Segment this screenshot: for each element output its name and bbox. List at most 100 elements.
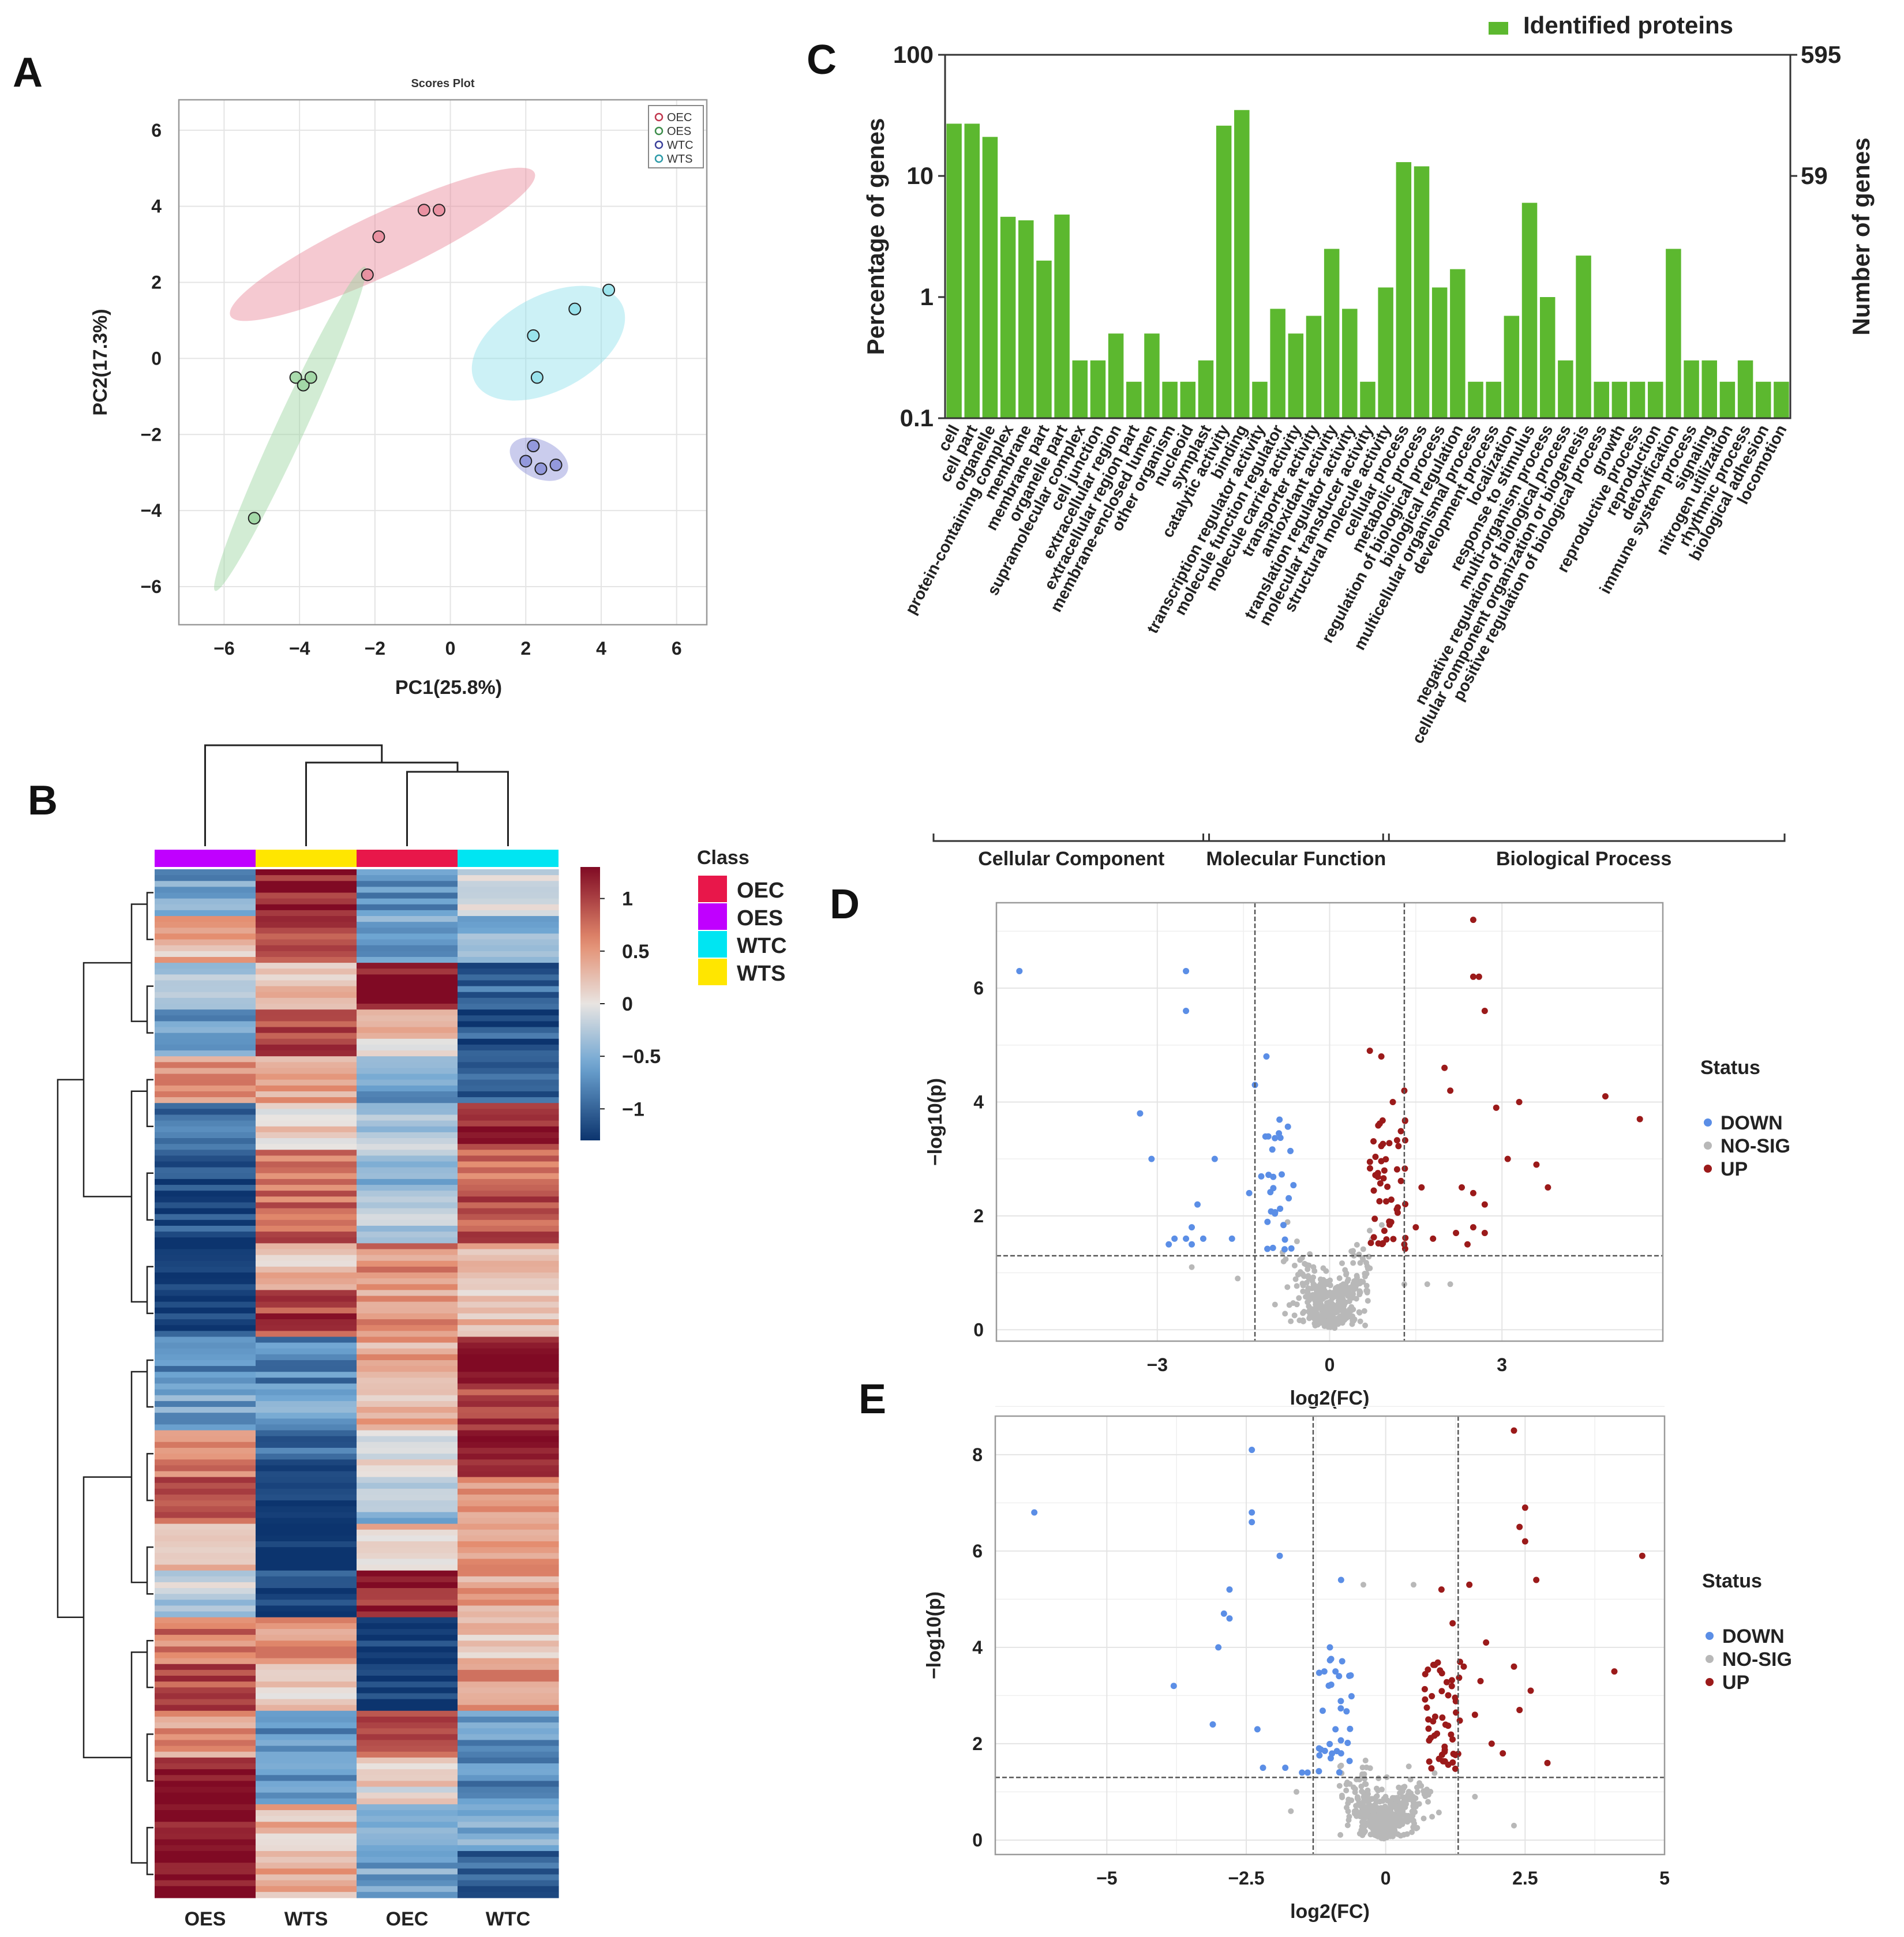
heatmap-cell [357, 933, 458, 940]
heatmap-cell [357, 1366, 458, 1372]
point-down [1276, 1552, 1283, 1559]
heatmap-cell [458, 1085, 559, 1092]
point-down [1344, 1739, 1351, 1746]
heatmap-cell [458, 963, 559, 969]
heatmap-cell [256, 1377, 357, 1384]
heatmap-cell [155, 1447, 256, 1454]
point-up [1430, 1235, 1437, 1242]
heatmap-cell [155, 1734, 256, 1741]
point-up [1422, 1696, 1429, 1703]
point-down [1284, 1123, 1291, 1130]
down-points [1031, 1446, 1355, 1776]
heatmap-cell [256, 1079, 357, 1086]
panel-d: D −3 0 3 0 2 4 6 log2(FC) −log10(p) Status DOWNNO-S… [830, 881, 1790, 1409]
point-nosig [1317, 1276, 1324, 1282]
heatmap-cell [256, 1050, 357, 1057]
heatmap-cell [357, 1337, 458, 1343]
heatmap-cell [155, 1155, 256, 1162]
point-up [1438, 1670, 1445, 1677]
heatmap-cell [256, 1325, 357, 1331]
group-label: Biological Process [1496, 848, 1671, 870]
heatmap-cell [357, 1891, 458, 1898]
class-bar [357, 850, 458, 867]
heatmap-cell [155, 933, 256, 940]
point-nosig [1447, 1281, 1453, 1287]
heatmap-cell [256, 881, 357, 887]
point-nosig [1414, 1784, 1420, 1790]
point-down [1276, 1116, 1283, 1123]
heatmap-cell [256, 1559, 357, 1566]
point-down [1327, 1755, 1334, 1762]
point-up [1545, 1184, 1551, 1191]
class-bar [256, 850, 357, 867]
heatmap-cell [155, 1167, 256, 1174]
heatmap-cell [155, 1383, 256, 1390]
heatmap-cell [256, 1646, 357, 1653]
heatmap-cell [458, 1050, 559, 1057]
panel-c: C 100 10 1 0.1 595 59 Percentage of genes Number… [807, 12, 1875, 870]
point-up [1384, 1183, 1391, 1190]
point-down [1299, 1769, 1306, 1776]
point-down [1170, 1683, 1177, 1690]
point-nosig [1375, 1788, 1381, 1794]
heatmap-cell [256, 1681, 357, 1688]
point-up [1475, 973, 1482, 980]
heatmap-cell [256, 1874, 357, 1881]
point-oec [417, 204, 430, 217]
x-tick-label: −3 [1147, 1354, 1168, 1375]
heatmap-cell [458, 1278, 559, 1285]
heatmap-cell [458, 1500, 559, 1507]
heatmap-cell [256, 1664, 357, 1671]
point-up [1511, 1427, 1517, 1434]
heatmap-cell [458, 1734, 559, 1741]
point-up [1366, 1158, 1373, 1165]
point-up [1428, 1765, 1435, 1772]
x-axis-label: PC1(25.8%) [395, 677, 502, 699]
heatmap-cell [458, 1447, 559, 1454]
point-up [1445, 1692, 1452, 1699]
heatmap-cell [155, 1535, 256, 1542]
panel-a: A −6 −4 −2 0 2 4 6 −6 −4 −2 0 2 4 6 Scores Plot PC1(25.8… [13, 50, 708, 699]
point-nosig [1326, 1306, 1333, 1312]
heatmap-cell [357, 1792, 458, 1799]
bar [1629, 381, 1646, 418]
point-oes [304, 371, 317, 384]
heatmap-cell [357, 1284, 458, 1291]
heatmap-cell [155, 1757, 256, 1764]
heatmap-cell [458, 1161, 559, 1168]
y-axis-label: −log10(p) [923, 1591, 945, 1679]
heatmap-cell [256, 1185, 357, 1191]
point-nosig [1294, 1789, 1299, 1795]
point-up [1397, 1177, 1404, 1184]
heatmap-cell [357, 1699, 458, 1706]
heatmap-cell [256, 1816, 357, 1822]
heatmap-cell [155, 1284, 256, 1291]
heatmap-cell [155, 956, 256, 963]
point-down [1287, 1147, 1294, 1154]
heatmap-cell [357, 1541, 458, 1548]
heatmap-cell [357, 1155, 458, 1162]
point-nosig [1337, 1315, 1343, 1321]
heatmap-cell [256, 945, 357, 952]
dendrogram-branch [83, 962, 132, 1198]
bar [1000, 216, 1016, 418]
heatmap-cell [155, 1097, 256, 1103]
point-up [1452, 1698, 1459, 1705]
heatmap-cell [357, 1260, 458, 1267]
point-nosig [1400, 1800, 1407, 1807]
heatmap-cell [155, 1103, 256, 1109]
heatmap-cell [155, 1641, 256, 1647]
point-nosig [1350, 1313, 1356, 1319]
heatmap-cell [256, 1027, 357, 1034]
heatmap-cell [357, 1705, 458, 1711]
heatmap-cell [357, 1669, 458, 1676]
heatmap-cell [458, 1004, 559, 1010]
heatmap-cell [458, 1600, 559, 1606]
heatmap-cell [458, 1354, 559, 1361]
point-nosig [1352, 1786, 1358, 1792]
point-nosig [1343, 1787, 1350, 1793]
point-up [1448, 1683, 1455, 1690]
heatmap-cell [357, 910, 458, 917]
point-down [1269, 1146, 1276, 1153]
heatmap-cell [357, 1535, 458, 1542]
